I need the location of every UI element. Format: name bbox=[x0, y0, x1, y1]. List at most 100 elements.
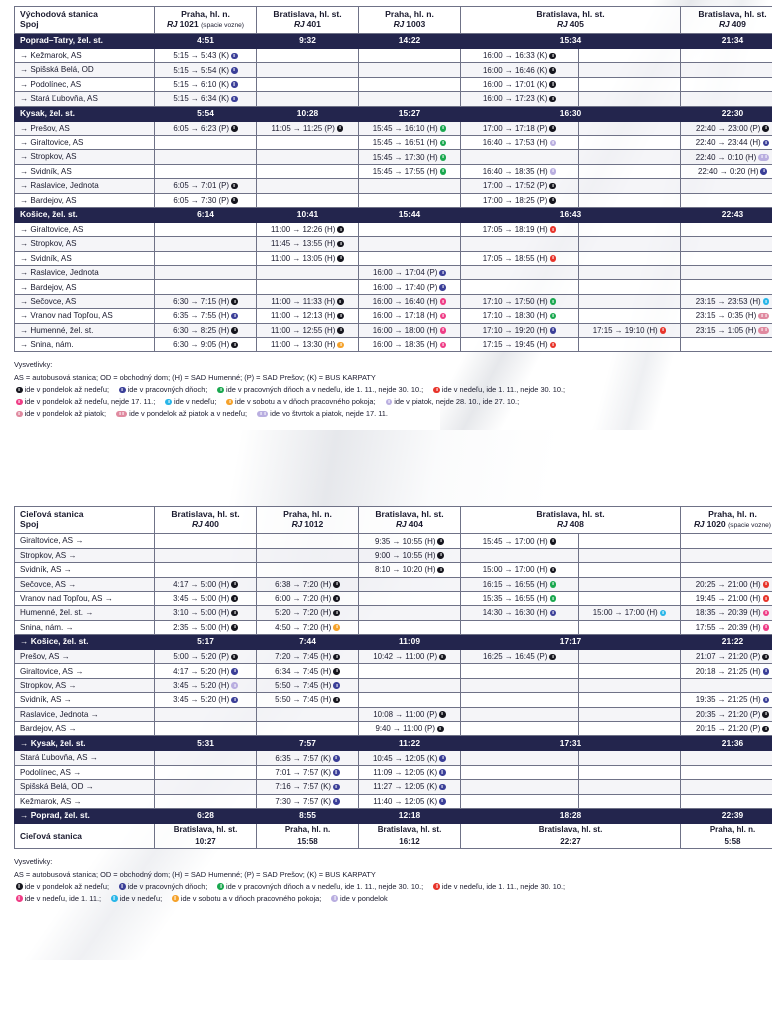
departures-table: Východová stanica Spoj Praha, hl. n. RJ 102… bbox=[14, 6, 772, 353]
trip-time: 23:15 → 0:35 (H) bbox=[695, 311, 757, 321]
trip-cell: 17:00 → 17:52 (P) bbox=[460, 178, 579, 194]
trip-cell bbox=[256, 721, 359, 737]
service-marker bbox=[439, 312, 447, 320]
legend-item: ide v nedeľu, ide 1. 11., nejde 30. 10.; bbox=[431, 882, 565, 891]
trip-time: 22:40 → 0:20 (H) bbox=[697, 166, 759, 176]
trip-cell: 16:00 → 16:46 (K) bbox=[460, 62, 579, 78]
section-station-name: Poprad–Tatry, žel. st. bbox=[14, 33, 155, 49]
legend-abbreviations: AS = autobusová stanica; OD = obchodný d… bbox=[14, 373, 376, 383]
trip-cell bbox=[578, 619, 681, 636]
trip-time: 11:09 → 12:05 (K) bbox=[373, 767, 438, 777]
section-train-time: 17:31 bbox=[460, 735, 681, 752]
trip-cell: 17:00 → 17:18 (P) bbox=[460, 120, 579, 136]
service-marker bbox=[337, 298, 344, 306]
service-marker bbox=[331, 895, 338, 902]
destination-station: Bratislava, hl. st. bbox=[173, 825, 238, 835]
trip-cell bbox=[578, 779, 681, 795]
trip-cell: 7:30 → 7:57 (K) bbox=[256, 793, 359, 809]
service-marker bbox=[659, 327, 667, 334]
trip-cell: 15:45 → 17:00 (H) bbox=[460, 533, 579, 549]
trip-cell bbox=[256, 533, 359, 549]
table-row: Prešov, AS → 5:00 → 5:20 (P) 7:20 → 7:45 (… bbox=[14, 649, 772, 665]
service-marker bbox=[111, 895, 118, 902]
service-marker bbox=[439, 125, 447, 132]
trip-cell bbox=[460, 619, 579, 636]
trip-cell bbox=[578, 134, 681, 151]
service-marker bbox=[762, 609, 770, 617]
trip-time: 15:00 → 17:00 (H) bbox=[482, 565, 548, 575]
trip-cell bbox=[460, 663, 579, 679]
service-marker bbox=[762, 668, 770, 675]
section-train-time: 4:51 bbox=[154, 33, 257, 49]
trip-cell bbox=[680, 533, 772, 549]
trip-time: 7:30 → 7:57 (K) bbox=[275, 796, 332, 806]
service-marker bbox=[231, 182, 238, 190]
table-row: → Stropkov, AS 11:45 → 13:55 (H) bbox=[14, 236, 772, 252]
trip-time: 17:00 → 17:52 (P) bbox=[482, 181, 548, 191]
table-row: Giraltovice, AS → 4:17 → 5:20 (H) 6:34 → 7… bbox=[14, 663, 772, 679]
stop-name: Stropkov, AS → bbox=[14, 547, 155, 564]
section-train-time: 6:14 bbox=[154, 206, 257, 223]
service-marker bbox=[659, 609, 667, 617]
destination-label: Cieľová stanica bbox=[14, 822, 155, 849]
legend-item: ide v piatok, nejde 28. 10., ide 27. 10.… bbox=[384, 397, 519, 406]
service-marker bbox=[439, 298, 447, 306]
trip-cell bbox=[460, 547, 579, 564]
trip-cell: 16:00 → 18:35 (H) bbox=[358, 337, 461, 353]
service-marker bbox=[549, 168, 557, 175]
trip-cell: 16:00 → 16:33 (K) bbox=[460, 47, 579, 64]
service-marker bbox=[549, 66, 557, 74]
legend-item-text: ide v nedeľu, ide 1. 11., nejde 30. 10.; bbox=[441, 881, 566, 891]
trip-cell bbox=[460, 692, 579, 708]
trip-cell: 20:15 → 21:20 (P) bbox=[680, 721, 772, 737]
legend-item: ide v sobotu a v dňoch pracovného pokoja… bbox=[224, 397, 376, 406]
table-row: → Bardejov, AS 6:05 → 7:30 (P) 17:00 → 18:… bbox=[14, 192, 772, 208]
trip-cell: 6:38 → 7:20 (H) bbox=[256, 576, 359, 592]
trip-cell bbox=[578, 562, 681, 578]
trip-cell bbox=[680, 547, 772, 564]
trip-cell: 20:18 → 21:25 (H) bbox=[680, 663, 772, 679]
trip-time: 16:00 → 17:40 (P) bbox=[372, 282, 438, 292]
trip-cell: 11:09 → 12:05 (K) bbox=[358, 764, 461, 781]
legend-item: ide v sobotu a v dňoch pracovného pokoja… bbox=[170, 894, 321, 903]
service-marker bbox=[437, 552, 445, 559]
service-marker bbox=[231, 668, 238, 675]
destination-station: Bratislava, hl. st. bbox=[377, 825, 442, 835]
trip-cell bbox=[154, 279, 257, 295]
trip-cell bbox=[358, 663, 461, 679]
stop-name: → Giraltovice, AS bbox=[14, 134, 155, 151]
trip-cell bbox=[154, 779, 257, 795]
trip-cell bbox=[460, 279, 579, 295]
stop-name: Stropkov, AS → bbox=[14, 677, 155, 694]
legend-item-text: ide v nedeľu; bbox=[119, 893, 163, 903]
service-marker bbox=[385, 398, 393, 406]
service-marker bbox=[758, 312, 770, 320]
trip-cell: 20:35 → 21:20 (P) bbox=[680, 706, 772, 723]
service-marker bbox=[16, 410, 23, 418]
trip-cell: 5:15 → 6:34 (K) bbox=[154, 91, 257, 107]
trip-time: 9:00 → 10:55 (H) bbox=[374, 550, 436, 560]
trip-time: 11:00 → 12:13 (H) bbox=[271, 311, 336, 321]
timetable-page: Východová stanica Spoj Praha, hl. n. RJ 102… bbox=[0, 0, 772, 905]
trip-cell: 16:40 → 18:35 (H) bbox=[460, 163, 579, 180]
service-marker bbox=[549, 595, 557, 603]
trip-cell: 5:15 → 5:54 (K) bbox=[154, 62, 257, 78]
trip-time: 6:05 → 7:30 (P) bbox=[173, 195, 230, 205]
service-marker bbox=[217, 883, 224, 890]
trip-cell: 14:30 → 16:30 (H) bbox=[460, 605, 579, 621]
legend-item: ide v pracovných dňoch a v nedeľu, ide 1… bbox=[215, 882, 423, 891]
service-marker bbox=[257, 410, 269, 418]
trip-cell bbox=[154, 250, 257, 267]
destination-time: 15:58 bbox=[297, 836, 318, 846]
service-marker bbox=[762, 711, 770, 718]
stop-name: Spišská Belá, OD → bbox=[14, 779, 155, 795]
table-row: → Stropkov, AS 15:45 → 17:30 (H) 22:40 → 0… bbox=[14, 149, 772, 165]
table-row: Raslavice, Jednota → 10:08 → 11:00 (P) 20:… bbox=[14, 706, 772, 723]
stop-name: → Raslavice, Jednota bbox=[14, 178, 155, 194]
trip-cell bbox=[358, 677, 461, 694]
trip-cell: 11:00 → 13:30 (H) bbox=[256, 337, 359, 353]
legend-item: ide v nedeľu; bbox=[109, 894, 162, 903]
trip-time: 16:40 → 17:53 (H) bbox=[482, 138, 548, 148]
stop-name: Svidník, AS → bbox=[14, 692, 155, 708]
trip-cell bbox=[578, 533, 681, 549]
